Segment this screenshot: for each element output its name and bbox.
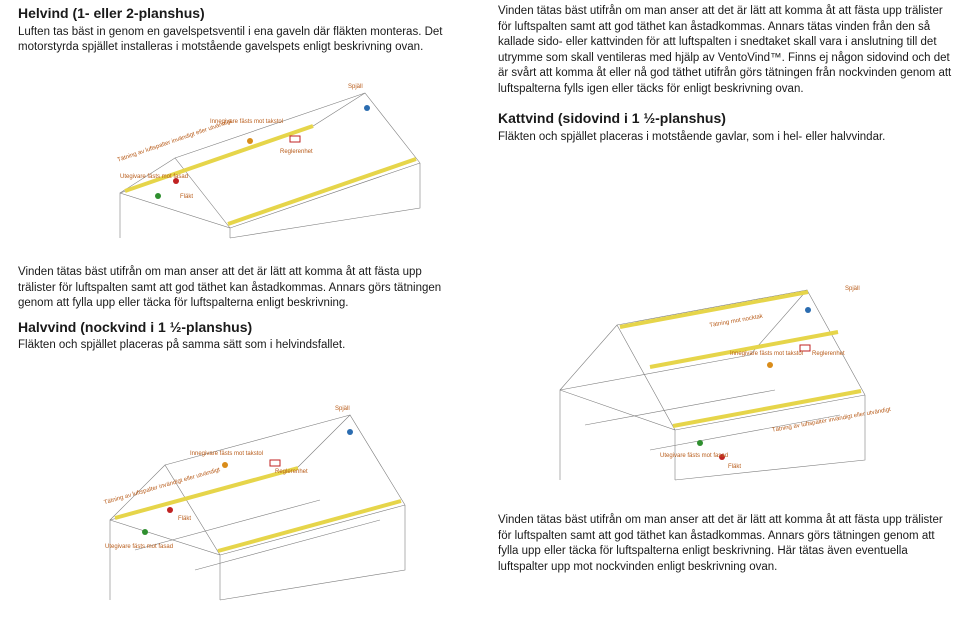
utegivare-marker — [697, 440, 703, 446]
label-flakt: Fläkt — [178, 516, 191, 522]
halvvind-body: Fläkten och spjället placeras på samma s… — [18, 338, 443, 354]
utegivare-marker — [142, 529, 148, 535]
diagram-halvvind: Spjäll Reglerenhet Innegivare fästs mot … — [60, 370, 450, 610]
spjall-marker — [364, 105, 370, 111]
halvvind-title: Halvvind (nockvind i 1 ½-planshus) — [18, 318, 443, 337]
kattvind-title: Kattvind (sidovind i 1 ½-planshus) — [498, 109, 953, 128]
house-outline — [560, 290, 865, 480]
label-utegivare: Utegivare fästs mot fasad — [120, 174, 188, 180]
helvind-title: Helvind (1- eller 2-planshus) — [18, 4, 443, 23]
diagram-helvind: Tätning av luftspalter invändigt eller u… — [80, 68, 450, 243]
bottom-right-body: Vinden tätas bäst utifrån om man anser a… — [498, 513, 953, 575]
label-flakt: Fläkt — [728, 464, 741, 470]
diagram-kattvind: Spjäll Reglerenhet Innegivare fästs mot … — [500, 225, 940, 495]
spjall-marker — [805, 307, 811, 313]
reglerenhet-marker — [270, 460, 280, 466]
label-flakt: Fläkt — [180, 194, 193, 200]
label-spjall: Spjäll — [845, 286, 860, 292]
label-innegivare: Innegivare fästs mot takstol — [730, 351, 803, 357]
label-reglerenhet: Reglerenhet — [275, 469, 308, 475]
label-spjall: Spjäll — [335, 406, 350, 412]
house-outline — [120, 93, 420, 238]
label-tatning: Tätning av luftspalter invändigt eller u… — [103, 467, 221, 506]
label-tatning: Tätning av luftspalter invändigt eller u… — [772, 407, 892, 434]
innegivare-marker — [767, 362, 773, 368]
mid-left-intro: Vinden tätas bäst utifrån om man anser a… — [18, 265, 443, 312]
sealing-strips — [115, 468, 401, 551]
label-utegivare: Utegivare fästs mot fasad — [660, 453, 728, 459]
kattvind-body: Fläkten och spjället placeras i motståen… — [498, 130, 953, 146]
label-innegivare: Innegivare fästs mot takstol — [210, 119, 283, 125]
right-intro-body: Vinden tätas bäst utifrån om man anser a… — [498, 4, 953, 97]
label-reglerenhet: Reglerenhet — [280, 149, 313, 155]
innegivare-marker — [222, 462, 228, 468]
reglerenhet-marker — [290, 136, 300, 142]
label-utegivare: Utegivare fästs mot fasad — [105, 544, 173, 550]
spjall-marker — [347, 429, 353, 435]
sealing-strips — [620, 292, 861, 426]
label-innegivare: Innegivare fästs mot takstol — [190, 451, 263, 457]
helvind-body: Luften tas bäst in genom en gavelspetsve… — [18, 25, 443, 56]
label-tatning-nock: Tätning mot nocktak — [709, 314, 764, 329]
flakt-marker — [167, 507, 173, 513]
label-tatning: Tätning av luftspalter invändigt eller u… — [117, 119, 233, 164]
label-reglerenhet: Reglerenhet — [812, 351, 845, 357]
label-spjall: Spjäll — [348, 84, 363, 90]
utegivare-marker — [155, 193, 161, 199]
innegivare-marker — [247, 138, 253, 144]
